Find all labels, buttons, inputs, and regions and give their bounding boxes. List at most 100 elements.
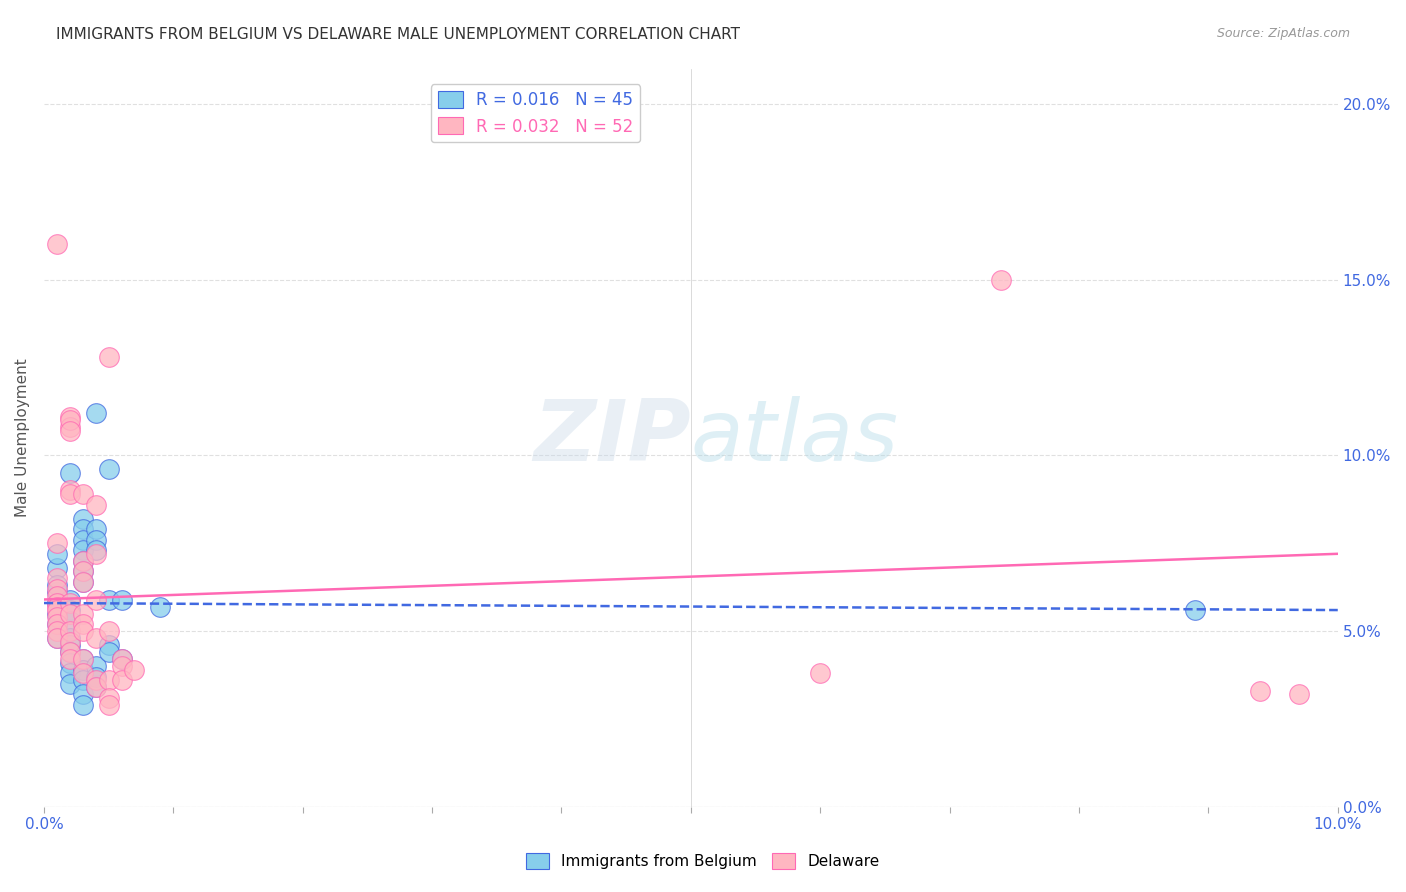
Point xyxy=(72,688,94,702)
Point xyxy=(97,690,120,705)
Point xyxy=(110,673,132,688)
Point xyxy=(59,656,82,670)
Point xyxy=(84,631,107,645)
Point xyxy=(97,624,120,639)
Point xyxy=(149,599,172,614)
Point xyxy=(45,596,67,610)
Point xyxy=(97,673,120,688)
Point xyxy=(72,624,94,639)
Point xyxy=(110,652,132,666)
Point xyxy=(59,638,82,652)
Point xyxy=(97,645,120,659)
Point xyxy=(59,677,82,691)
Point xyxy=(59,409,82,424)
Legend: R = 0.016   N = 45, R = 0.032   N = 52: R = 0.016 N = 45, R = 0.032 N = 52 xyxy=(432,84,640,142)
Point xyxy=(45,237,67,252)
Point xyxy=(84,533,107,547)
Point xyxy=(110,659,132,673)
Point xyxy=(808,666,831,681)
Point xyxy=(97,350,120,364)
Point xyxy=(45,585,67,599)
Point xyxy=(59,624,82,639)
Point xyxy=(72,543,94,558)
Point xyxy=(97,592,120,607)
Point xyxy=(59,607,82,621)
Text: IMMIGRANTS FROM BELGIUM VS DELAWARE MALE UNEMPLOYMENT CORRELATION CHART: IMMIGRANTS FROM BELGIUM VS DELAWARE MALE… xyxy=(56,27,740,42)
Point xyxy=(59,424,82,438)
Point xyxy=(59,592,82,607)
Text: ZIP: ZIP xyxy=(533,396,690,479)
Point xyxy=(84,547,107,561)
Point xyxy=(59,666,82,681)
Point xyxy=(72,652,94,666)
Point xyxy=(59,466,82,480)
Y-axis label: Male Unemployment: Male Unemployment xyxy=(15,359,30,517)
Point xyxy=(45,589,67,603)
Point xyxy=(59,413,82,427)
Point xyxy=(45,617,67,632)
Point xyxy=(59,420,82,434)
Point xyxy=(59,596,82,610)
Point xyxy=(110,652,132,666)
Point xyxy=(84,543,107,558)
Point xyxy=(59,614,82,628)
Point xyxy=(97,462,120,476)
Point xyxy=(110,592,132,607)
Point xyxy=(45,578,67,592)
Point xyxy=(59,645,82,659)
Text: atlas: atlas xyxy=(690,396,898,479)
Point xyxy=(45,571,67,585)
Point xyxy=(72,511,94,525)
Point xyxy=(45,561,67,575)
Point xyxy=(124,663,146,677)
Point xyxy=(59,487,82,501)
Point xyxy=(59,652,82,666)
Point xyxy=(59,631,82,645)
Point xyxy=(84,670,107,684)
Point xyxy=(59,645,82,659)
Point xyxy=(45,617,67,632)
Point xyxy=(84,659,107,673)
Point xyxy=(45,547,67,561)
Point xyxy=(72,698,94,712)
Point xyxy=(45,582,67,596)
Point xyxy=(72,617,94,632)
Point xyxy=(72,554,94,568)
Point xyxy=(72,652,94,666)
Point xyxy=(84,681,107,695)
Point xyxy=(45,599,67,614)
Point xyxy=(45,610,67,624)
Point xyxy=(45,603,67,617)
Point xyxy=(84,681,107,695)
Point xyxy=(72,522,94,536)
Point xyxy=(72,574,94,589)
Point xyxy=(1249,684,1271,698)
Point xyxy=(45,596,67,610)
Point xyxy=(72,574,94,589)
Point xyxy=(59,603,82,617)
Point xyxy=(45,631,67,645)
Point xyxy=(1184,603,1206,617)
Point xyxy=(72,663,94,677)
Point xyxy=(45,607,67,621)
Point xyxy=(45,631,67,645)
Point xyxy=(990,272,1012,286)
Point xyxy=(84,498,107,512)
Point xyxy=(72,487,94,501)
Point xyxy=(1288,688,1310,702)
Point xyxy=(59,634,82,648)
Point xyxy=(84,673,107,688)
Point xyxy=(72,554,94,568)
Point xyxy=(72,533,94,547)
Text: Source: ZipAtlas.com: Source: ZipAtlas.com xyxy=(1216,27,1350,40)
Point xyxy=(84,592,107,607)
Point xyxy=(84,522,107,536)
Point xyxy=(45,624,67,639)
Point xyxy=(84,406,107,420)
Legend: Immigrants from Belgium, Delaware: Immigrants from Belgium, Delaware xyxy=(520,847,886,875)
Point xyxy=(97,638,120,652)
Point xyxy=(59,483,82,498)
Point xyxy=(72,666,94,681)
Point xyxy=(97,698,120,712)
Point xyxy=(72,673,94,688)
